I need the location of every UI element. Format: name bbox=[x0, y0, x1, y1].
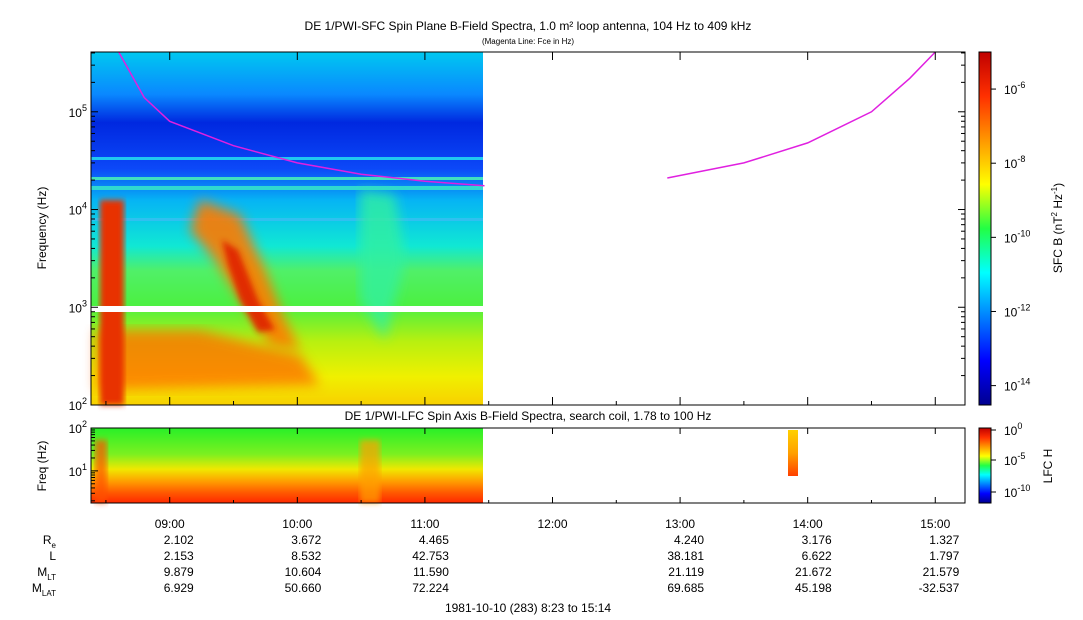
ephemeris-value: 9.879 bbox=[164, 565, 194, 579]
time-tick-label: 11:00 bbox=[410, 517, 439, 531]
sfc-band-line bbox=[91, 218, 483, 221]
lfc-panel: 101 102 Freq (Hz) bbox=[35, 419, 966, 504]
ephemeris-value: 8.532 bbox=[291, 549, 321, 563]
sfc-subtitle: (Magenta Line: Fce in Hz) bbox=[482, 37, 574, 46]
lfc-colorbar-ticks: 100 10-5 10-10 bbox=[991, 421, 1030, 500]
ephemeris-value: 3.176 bbox=[802, 533, 832, 547]
sfc-colorbar: 10-6 10-8 10-10 10-12 10-14 SFC B (nT2 Hz-1) bbox=[978, 51, 1065, 406]
fce-line-segment bbox=[667, 51, 936, 179]
lfc-title: DE 1/PWI-LFC Spin Axis B-Field Spectra, … bbox=[345, 409, 712, 423]
sfc-y-axis: 102 103 104 105 bbox=[69, 52, 965, 413]
ephemeris-value: 11.590 bbox=[413, 565, 449, 579]
fce-line-segment bbox=[118, 51, 485, 187]
ephemeris-row-label: MLAT bbox=[32, 581, 56, 598]
sfc-title: DE 1/PWI-SFC Spin Plane B-Field Spectra,… bbox=[305, 19, 752, 33]
ephemeris-value: 6.622 bbox=[802, 549, 832, 563]
ephemeris-row-label: L bbox=[49, 549, 56, 563]
ephemeris-value: 42.753 bbox=[412, 549, 449, 563]
time-tick-label: 14:00 bbox=[793, 517, 823, 531]
sfc-lowfreq-emission bbox=[96, 330, 320, 390]
ephemeris-value: 1.327 bbox=[929, 533, 959, 547]
ephemeris-value: 45.198 bbox=[795, 581, 832, 595]
time-axis: 09:00 10:00 11:00 12:00 13:00 14:00 15:00 bbox=[105, 52, 951, 531]
ephemeris-value: 21.672 bbox=[795, 565, 832, 579]
ephemeris-value: 21.119 bbox=[668, 565, 704, 579]
lfc-burst bbox=[360, 440, 380, 503]
sfc-colorbar-scale bbox=[978, 51, 992, 406]
ephemeris-value: 72.224 bbox=[412, 581, 449, 595]
lfc-burst bbox=[95, 440, 107, 503]
sfc-plot-frame bbox=[90, 51, 966, 406]
lfc-y-axis-label: Freq (Hz) bbox=[35, 441, 49, 492]
sfc-y-tick-label: 102 bbox=[69, 396, 87, 413]
sfc-hiss-emission bbox=[360, 190, 405, 340]
ephemeris-value: 69.685 bbox=[667, 581, 704, 595]
lfc-colorbar-tick-label: 100 bbox=[1004, 421, 1022, 438]
sfc-colorbar-tick-label: 10-14 bbox=[1004, 377, 1030, 394]
time-range-footer: 1981-10-10 (283) 8:23 to 15:14 bbox=[445, 601, 611, 615]
lfc-colorbar: 100 10-5 10-10 LFC H bbox=[978, 421, 1055, 504]
sfc-panel: 102 103 104 105 Frequency (Hz) bbox=[35, 51, 966, 413]
sfc-y-tick-label: 105 bbox=[69, 103, 87, 120]
ephemeris-value: 4.240 bbox=[674, 533, 704, 547]
sfc-band-line bbox=[91, 177, 483, 180]
lfc-colorbar-scale bbox=[978, 427, 992, 504]
lfc-colorbar-label: LFC H bbox=[1041, 449, 1055, 484]
ephemeris-value: 4.465 bbox=[419, 533, 449, 547]
ephemeris-value: 1.797 bbox=[929, 549, 959, 563]
sfc-colorbar-label: SFC B (nT2 Hz-1) bbox=[1050, 183, 1065, 273]
ephemeris-value: 38.181 bbox=[667, 549, 704, 563]
lfc-colorbar-tick-label: 10-10 bbox=[1004, 483, 1030, 500]
sfc-y-axis-label: Frequency (Hz) bbox=[35, 187, 49, 270]
ephemeris-value: 2.102 bbox=[164, 533, 194, 547]
sfc-colorbar-tick-label: 10-10 bbox=[1004, 228, 1030, 245]
sfc-colorbar-tick-label: 10-12 bbox=[1004, 302, 1030, 319]
ephemeris-row-label: Re bbox=[43, 533, 57, 550]
ephemeris-row-label: MLT bbox=[37, 565, 56, 582]
sfc-bursty-emission bbox=[100, 200, 124, 405]
lfc-isolated-burst bbox=[788, 430, 798, 476]
sfc-band-line bbox=[91, 186, 483, 190]
ephemeris-value: 21.579 bbox=[923, 565, 960, 579]
lfc-plot-frame bbox=[90, 427, 966, 504]
lfc-y-tick-label: 101 bbox=[69, 462, 87, 479]
sfc-colorbar-ticks: 10-6 10-8 10-10 10-12 10-14 bbox=[991, 80, 1030, 394]
ephemeris-value: 50.660 bbox=[285, 581, 322, 595]
lfc-colorbar-tick-label: 10-5 bbox=[1004, 451, 1025, 468]
time-tick-label: 10:00 bbox=[282, 517, 312, 531]
sfc-y-tick-label: 104 bbox=[69, 201, 87, 218]
sfc-colorbar-tick-label: 10-6 bbox=[1004, 80, 1025, 97]
time-tick-label: 09:00 bbox=[155, 517, 185, 531]
time-tick-label: 15:00 bbox=[920, 517, 950, 531]
sfc-band-line bbox=[91, 157, 483, 160]
ephemeris-value: 6.929 bbox=[164, 581, 194, 595]
time-tick-label: 12:00 bbox=[537, 517, 567, 531]
sfc-emission-features bbox=[91, 157, 483, 405]
lfc-y-tick-label: 102 bbox=[69, 419, 87, 436]
lfc-spectrum-background bbox=[91, 428, 483, 503]
ephemeris-value: 3.672 bbox=[291, 533, 321, 547]
lfc-y-axis: 101 102 bbox=[69, 419, 98, 502]
time-tick-label: 13:00 bbox=[665, 517, 695, 531]
ephemeris-value: 10.604 bbox=[285, 565, 322, 579]
ephemeris-value: 2.153 bbox=[164, 549, 194, 563]
sfc-y-tick-label: 103 bbox=[69, 298, 87, 315]
sfc-colorbar-tick-label: 10-8 bbox=[1004, 154, 1025, 171]
ephemeris-value: -32.537 bbox=[919, 581, 960, 595]
sfc-data-gap bbox=[91, 306, 483, 312]
